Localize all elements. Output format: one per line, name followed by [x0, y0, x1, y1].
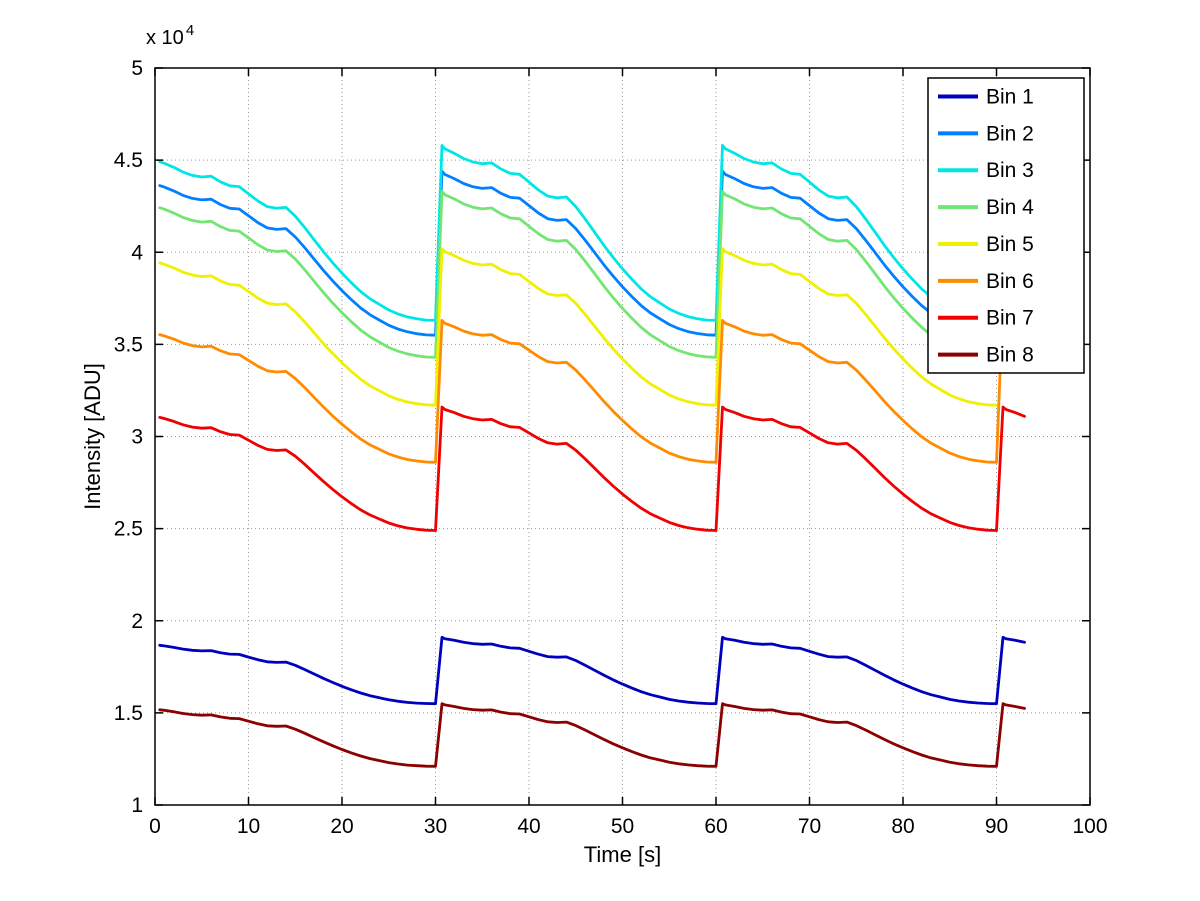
legend: Bin 1 Bin 2 Bin 3 Bin 4 Bin 5 Bin 6 Bin 7 Bin 8 — [927, 77, 1085, 374]
legend-label: Bin 7 — [986, 307, 1034, 330]
legend-box — [927, 77, 1085, 374]
y-tick-label: 5 — [131, 57, 143, 80]
legend-item-bin-7: Bin 7 — [938, 307, 1034, 330]
y-tick-label: 4 — [131, 241, 143, 264]
legend-item-bin-8: Bin 8 — [938, 344, 1034, 367]
x-tick-label: 40 — [517, 815, 540, 838]
legend-label: Bin 2 — [986, 122, 1034, 145]
series-line-bin-7 — [158, 405, 1026, 532]
x-tick-label: 10 — [237, 815, 260, 838]
series-line-bin-6 — [158, 319, 1003, 464]
series-line-bin-1 — [158, 635, 1026, 706]
legend-item-bin-5: Bin 5 — [938, 233, 1034, 256]
y-tick-label: 3.5 — [114, 333, 143, 356]
series-line-bin-4 — [158, 190, 942, 359]
legend-label: Bin 5 — [986, 233, 1034, 256]
legend-item-bin-2: Bin 2 — [938, 122, 1034, 145]
legend-label: Bin 4 — [986, 196, 1034, 219]
x-tick-label: 100 — [1072, 815, 1107, 838]
legend-item-bin-6: Bin 6 — [938, 270, 1034, 293]
x-tick-label: 20 — [330, 815, 353, 838]
legend-label: Bin 8 — [986, 344, 1034, 367]
x-tick-label: 70 — [798, 815, 821, 838]
legend-item-bin-1: Bin 1 — [938, 85, 1034, 108]
series-group — [158, 144, 1026, 768]
y-tick-label: 3 — [131, 426, 143, 449]
y-tick-label: 1.5 — [114, 702, 143, 725]
legend-item-bin-4: Bin 4 — [938, 196, 1034, 219]
series-line-bin-3 — [158, 144, 942, 322]
series-line-bin-5 — [158, 247, 998, 407]
x-tick-label: 80 — [891, 815, 914, 838]
series-line-bin-2 — [158, 169, 942, 337]
x-axis-label: Time [s] — [584, 842, 661, 867]
legend-label: Bin 6 — [986, 270, 1034, 293]
x-tick-label: 0 — [149, 815, 161, 838]
y-tick-label: 2.5 — [114, 518, 143, 541]
x-tick-label: 60 — [704, 815, 727, 838]
y-tick-label: 4.5 — [114, 149, 143, 172]
series-line-bin-8 — [158, 702, 1026, 768]
x-tick-label: 50 — [611, 815, 634, 838]
x-tick-label: 90 — [985, 815, 1008, 838]
tick-marks — [154, 67, 1091, 806]
y-tick-label: 2 — [131, 610, 143, 633]
legend-item-bin-3: Bin 3 — [938, 159, 1034, 182]
legend-label: Bin 3 — [986, 159, 1034, 182]
x-tick-label: 30 — [424, 815, 447, 838]
y-tick-label: 1 — [131, 794, 143, 817]
legend-label: Bin 1 — [986, 85, 1034, 108]
y-axis-label: Intensity [ADU] — [80, 363, 105, 510]
